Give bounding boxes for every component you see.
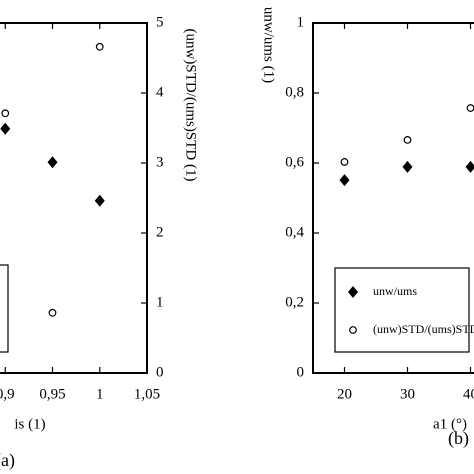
data-point [1, 109, 10, 118]
x-tick-label: 40 [463, 386, 474, 402]
y-tick-label: 0,6 [285, 154, 304, 170]
x-tick-label: 20 [337, 386, 352, 402]
x-tick-label: 30 [400, 386, 415, 402]
y-axis-label: unw/ums (1) [261, 7, 277, 83]
y-tick-label: 0,4 [285, 224, 304, 240]
y-tick-label: 0 [156, 364, 164, 380]
legend-marker [348, 286, 358, 298]
data-point [0, 122, 11, 135]
data-point [94, 194, 105, 207]
legend-label: unw/ums [373, 284, 417, 298]
data-point [465, 160, 474, 173]
y-tick-label: 4 [156, 84, 164, 100]
x-tick-label: 1,05 [134, 386, 160, 402]
plot-frame [312, 22, 474, 374]
legend-label: (unw)STD/(ums)STD [373, 322, 474, 336]
y-tick-label: 0 [297, 364, 305, 380]
x-tick-label: 0,95 [39, 386, 65, 402]
data-point [47, 156, 58, 169]
x-tick-label: 1 [96, 386, 104, 402]
data-point [402, 160, 413, 173]
y-axis-label: (unw)STD/(ums)STD (1) [183, 29, 199, 182]
y-tick-label: 0,2 [285, 294, 304, 310]
y-tick-label: 3 [156, 154, 164, 170]
data-point [466, 104, 474, 112]
data-point [48, 308, 57, 317]
plot-frame [0, 22, 148, 374]
legend-marker [349, 326, 357, 334]
data-point [95, 42, 104, 51]
y-tick-label: 1 [156, 294, 164, 310]
legend-box [334, 267, 470, 353]
y-tick-label: 5 [156, 14, 164, 30]
panel-label: (b) [448, 428, 469, 449]
x-axis-label: is (1) [14, 416, 45, 432]
y-tick-label: 1 [297, 14, 305, 30]
data-point [340, 158, 349, 166]
x-axis-label: a1 (°) [433, 416, 467, 432]
legend-box [0, 264, 9, 353]
y-tick-label: 0,8 [285, 84, 304, 100]
data-point [403, 135, 412, 144]
panel-label: (a) [0, 450, 15, 471]
y-tick-label: 2 [156, 224, 164, 240]
x-tick-label: 0,9 [0, 386, 15, 402]
data-point [339, 174, 350, 187]
